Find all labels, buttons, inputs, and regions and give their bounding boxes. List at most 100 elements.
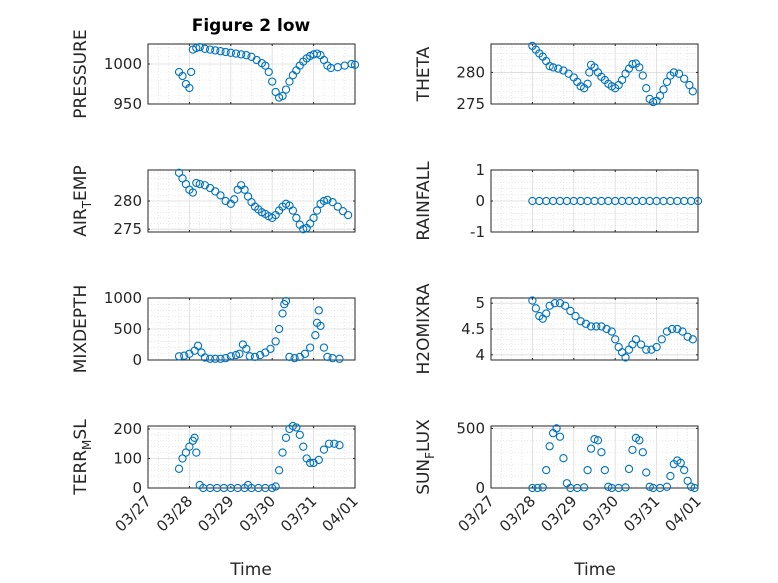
data-point [635,436,644,445]
data-point [271,337,280,346]
y-tick-label: 275 [113,220,142,238]
data-point [299,442,308,451]
subplot-h2omixra: 4 4.5 5 H2OMIXRA [414,283,699,375]
data-point [211,46,220,55]
data-point [666,471,675,481]
data-point [662,77,672,87]
data-point [538,483,547,492]
data-point [261,61,270,70]
x-tick-label: 03/30 [579,492,622,535]
data-point [312,206,322,215]
data-point [693,196,703,206]
data-point [235,349,244,358]
data-point [542,465,551,475]
axes-box [147,43,356,105]
data-point [190,433,199,442]
x-tick-label: 03/31 [620,492,663,535]
data-point [555,432,565,441]
data-point [528,483,537,493]
data-point [683,476,692,485]
data-point [600,465,609,475]
data-point [688,87,697,96]
data-point [571,311,580,321]
subplot-pressure: 950 1000 PRESSURE [71,29,360,119]
data-point [195,179,204,189]
y-tick-label: 100 [113,449,142,467]
data-point [328,197,337,207]
data-point [542,309,551,318]
data-point [621,483,630,492]
data-point [597,322,606,331]
x-tick-label: 04/01 [319,492,362,535]
y-axis-label: TERRMSL [71,419,94,496]
axes-box [490,43,699,105]
y-tick-label: -1 [470,223,485,241]
subplot-rainfall: -1 0 1 RAINFALL [414,161,703,241]
data-point [278,309,287,318]
data-point [211,187,220,196]
data-point [528,296,537,305]
data-point [216,354,225,363]
data-point [548,63,558,72]
data-point [178,71,187,81]
y-tick-label: 280 [113,192,142,210]
y-tick-label: 1000 [104,289,142,307]
data-point [635,63,644,72]
y-axis-label: RAINFALL [414,161,434,241]
data-point [611,335,620,344]
data-point [186,67,196,77]
data-point [604,482,613,491]
data-point [274,466,284,475]
data-point [566,306,575,316]
data-point [195,43,204,52]
data-point [216,191,225,200]
data-point [192,178,201,188]
data-point [264,67,273,77]
x-tick-label: 03/27 [112,492,155,535]
y-axis-label: THETA [414,46,434,102]
data-point [576,317,585,326]
y-tick-label: 0 [475,479,485,497]
data-point [252,55,261,65]
y-tick-label: 0 [475,192,485,210]
y-tick-label: 950 [113,95,142,113]
data-point [343,210,353,220]
data-point [281,433,291,442]
data-point [309,213,318,223]
data-point [583,79,592,88]
data-point [231,49,241,58]
data-point [647,345,656,354]
data-point [240,185,249,194]
data-point [581,319,591,328]
data-point [330,439,339,448]
subplot-theta: 275 280 THETA [414,41,699,113]
y-axis-label: MIXDEPTH [71,285,91,374]
data-point [211,354,220,363]
data-point [550,299,559,308]
y-tick-label: 0 [132,479,142,497]
data-point [590,434,599,444]
data-point [278,448,287,457]
data-point [649,97,658,107]
data-point [281,85,291,94]
data-point [300,349,310,358]
data-point [545,301,554,310]
data-point [688,335,697,344]
data-point [662,482,672,491]
axes-box [147,425,356,489]
data-point [545,61,554,71]
data-point [221,47,230,57]
y-tick-label: 500 [113,320,142,338]
data-point [316,321,325,331]
data-point [328,353,337,363]
data-point [324,439,334,448]
data-point [636,340,646,349]
data-point [586,322,596,331]
data-point [305,343,315,352]
axes-box [490,425,699,489]
data-point [323,352,332,362]
data-point [680,74,689,83]
data-point [685,80,694,90]
data-point [205,45,215,54]
data-point [586,444,596,453]
